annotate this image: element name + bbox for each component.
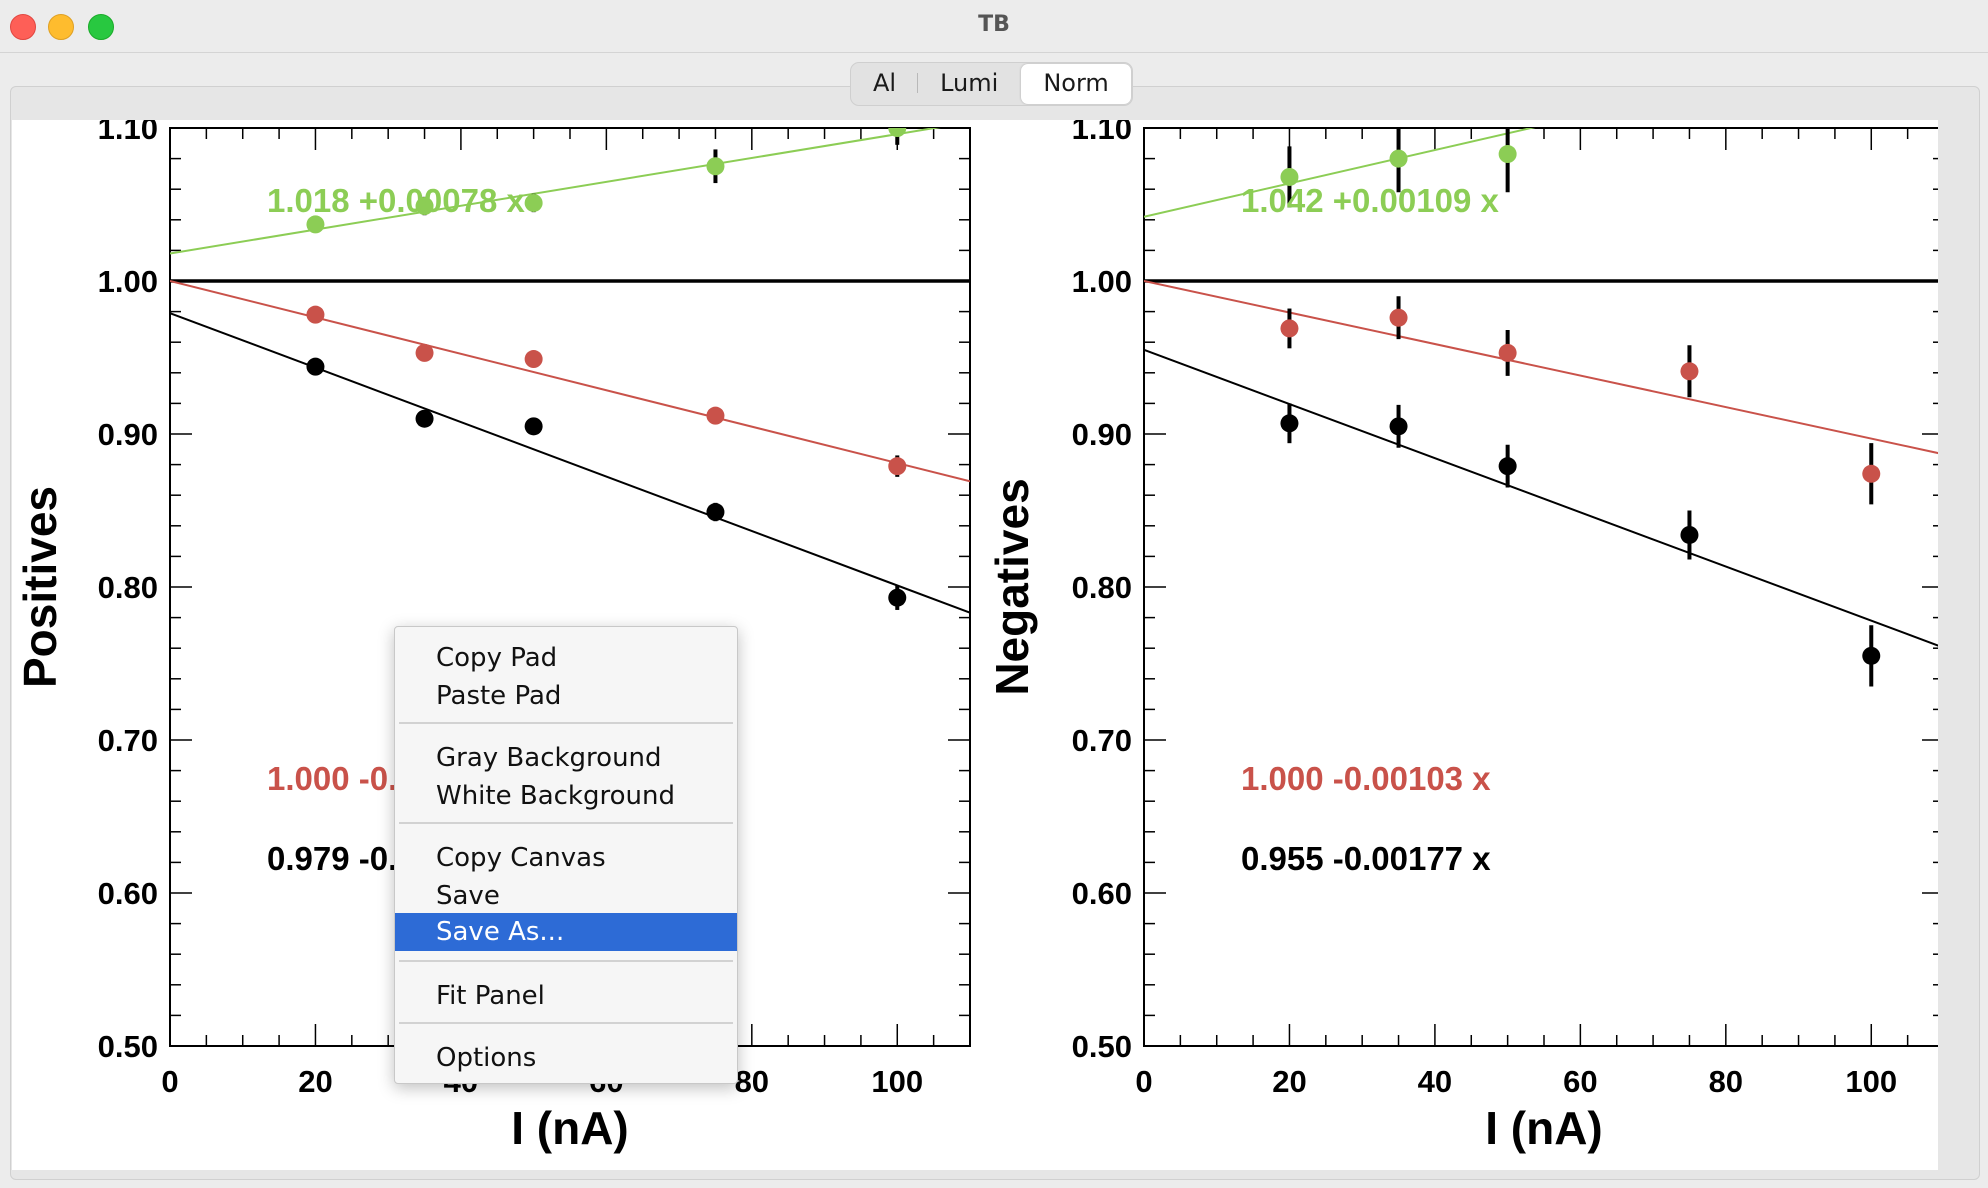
panel-2-y-tick-label: 1.00	[1072, 264, 1132, 299]
menu-item-save-as[interactable]: Save As...	[395, 913, 737, 951]
panel-2-black-point	[1280, 414, 1299, 433]
plots-svg: 0 20 40 60 80 100 0.50 0.60 0.70 0.80 0.90 1.00 1.10…	[14, 111, 1945, 1154]
panel-1-black-point	[524, 417, 543, 436]
menu-item-white-background[interactable]: White Background	[436, 781, 675, 811]
panel-2-x-tick-label: 0	[1135, 1064, 1152, 1099]
panel-2-green-fit-line	[1144, 128, 1536, 218]
panel-1-black-point	[888, 588, 907, 607]
tab-lumi[interactable]: Lumi	[940, 69, 999, 97]
panel-1-y-tick-label: 0.90	[98, 417, 158, 452]
panel-2-x-tick-label: 60	[1563, 1064, 1597, 1099]
panel-1-y-tick-label: 1.10	[98, 120, 158, 146]
panel-1-x-axis-title: I (nA)	[511, 1102, 629, 1154]
menu-item-fit-panel[interactable]: Fit Panel	[436, 981, 545, 1011]
panel-2-y-axis-title: Negatives	[986, 478, 1038, 695]
plot-canvas[interactable]: 0 20 40 60 80 100 0.50 0.60 0.70 0.80 0.90 1.00 1.10…	[12, 111, 1945, 1170]
panel-2-y-tick-label: 0.90	[1072, 417, 1132, 452]
panel-2-red-point	[1280, 319, 1299, 338]
menu-item-copy-pad[interactable]: Copy Pad	[436, 643, 558, 673]
panel-1-red-point	[706, 406, 725, 425]
panel-1-red-fit-line	[170, 280, 970, 483]
panel-2-x-tick-label: 100	[1845, 1064, 1897, 1099]
panel-2-y-tick-label: 0.70	[1072, 723, 1132, 758]
panel-2-green-fit-label: 1.042 +0.00109 x	[1241, 182, 1499, 219]
menu-separator	[399, 1022, 733, 1024]
panel-1-y-tick-label: 1.00	[98, 264, 158, 299]
panel-2-black-fit-label: 0.955 -0.00177 x	[1241, 840, 1491, 877]
panel-2-frame	[1143, 127, 1945, 1047]
tab-al[interactable]: Al	[851, 63, 919, 105]
panel-1-x-tick-label: 0	[161, 1064, 178, 1099]
panel-2-y-tick-label: 0.50	[1072, 1029, 1132, 1064]
panel-2-red-point	[1680, 362, 1699, 381]
tab-bar: Al Lumi Norm	[850, 62, 1133, 106]
panel-2-red-point	[1389, 308, 1408, 327]
tab-norm[interactable]: Norm	[1021, 64, 1131, 104]
zoom-button[interactable]	[88, 14, 114, 40]
panel-1-y-tick-label: 0.80	[98, 570, 158, 605]
panel-2-black-point	[1498, 457, 1517, 476]
context-menu: Copy Pad Paste Pad Gray Background White…	[394, 626, 738, 1084]
panel-1-green-fit-label: 1.018 +0.00078 x	[267, 182, 525, 219]
panel-1-black-point	[706, 503, 725, 522]
menu-item-save[interactable]: Save	[436, 881, 500, 911]
panel-1-red-point	[306, 305, 325, 324]
menu-separator	[399, 822, 733, 824]
panel-1-green-fit-line	[170, 128, 941, 255]
panel-2-black-point	[1680, 525, 1699, 544]
panel-2-red-fit-label: 1.000 -0.00103 x	[1241, 760, 1491, 797]
panel-1-black-point	[306, 357, 325, 376]
panel-1-x-tick-label: 100	[871, 1064, 923, 1099]
panel-1-black-fit-line	[170, 312, 970, 614]
panel-1-y-axis-title: Positives	[14, 486, 66, 688]
panel-2-green-point	[1498, 145, 1517, 164]
panel-1-black-point	[415, 409, 434, 428]
menu-item-paste-pad[interactable]: Paste Pad	[436, 681, 562, 711]
panel-1-x-tick-label: 80	[735, 1064, 769, 1099]
panel-1-red-point	[524, 350, 543, 369]
panel-2-black-point	[1862, 646, 1881, 665]
title-bar: TB	[0, 0, 1988, 53]
panel-2-green-point	[1280, 167, 1299, 186]
minimize-button[interactable]	[48, 14, 74, 40]
panel-1-y-tick-label: 0.60	[98, 876, 158, 911]
panel-2-x-tick-label: 20	[1272, 1064, 1306, 1099]
panel-2-x-axis-title: I (nA)	[1485, 1102, 1603, 1154]
panel-1-green-point	[888, 128, 907, 137]
panel-1-green-point	[524, 193, 543, 212]
menu-item-copy-canvas[interactable]: Copy Canvas	[436, 843, 606, 873]
panel-2-black-point	[1389, 417, 1408, 436]
panel-2-x-tick-label: 80	[1709, 1064, 1743, 1099]
panel-1-red-point	[415, 343, 434, 362]
panel-2-red-point	[1862, 464, 1881, 483]
panel-1-y-tick-label: 0.70	[98, 723, 158, 758]
panel-1-green-point	[306, 215, 325, 234]
panel-1-green-point	[415, 197, 434, 216]
menu-item-options[interactable]: Options	[436, 1043, 537, 1073]
panel-1-green-point	[706, 157, 725, 176]
panel-2-black-fit-line	[1144, 348, 1944, 649]
menu-item-gray-background[interactable]: Gray Background	[436, 743, 662, 773]
window-title: TB	[978, 12, 1010, 37]
panel-2-y-tick-label: 0.60	[1072, 876, 1132, 911]
panel-2-y-tick-label: 0.80	[1072, 570, 1132, 605]
panel-2-red-fit-line	[1144, 280, 1944, 456]
panel-2-x-tick-label: 40	[1418, 1064, 1452, 1099]
panel-2-green-point	[1389, 149, 1408, 168]
menu-separator	[399, 722, 733, 724]
panel-1-x-tick-label: 20	[298, 1064, 332, 1099]
panel-1-y-tick-label: 0.50	[98, 1029, 158, 1064]
panel-2-red-point	[1498, 343, 1517, 362]
panel-2-y-tick-label: 1.10	[1072, 120, 1132, 146]
close-button[interactable]	[10, 14, 36, 40]
panel-1-red-point	[888, 457, 907, 476]
menu-separator	[399, 960, 733, 962]
